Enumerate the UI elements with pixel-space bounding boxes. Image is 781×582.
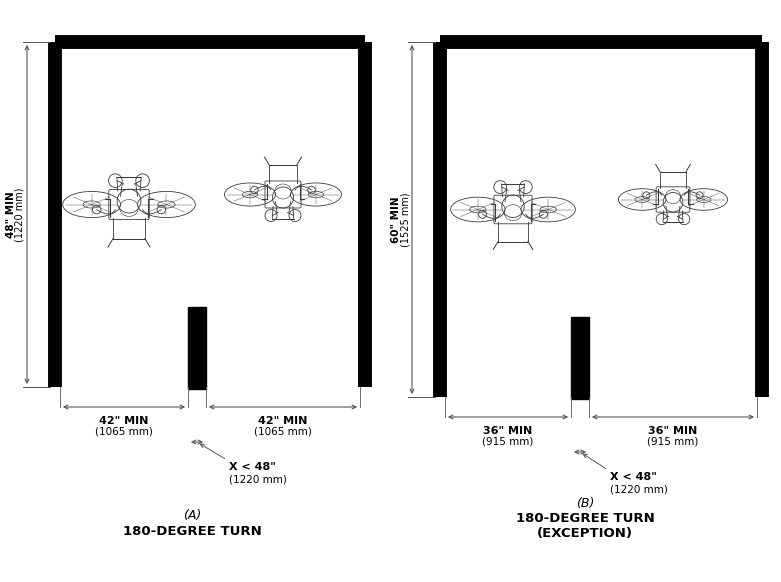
Text: 42" MIN: 42" MIN [259, 416, 308, 426]
Text: X < 48": X < 48" [610, 472, 657, 482]
Text: (1065 mm): (1065 mm) [95, 427, 153, 437]
Text: (1220 mm): (1220 mm) [610, 484, 668, 494]
Text: (915 mm): (915 mm) [647, 437, 699, 447]
Bar [188, 307, 206, 389]
Text: 180-DEGREE TURN: 180-DEGREE TURN [123, 525, 262, 538]
Text: (1525 mm): (1525 mm) [400, 192, 410, 247]
Text: 60" MIN: 60" MIN [391, 196, 401, 243]
Text: 36" MIN: 36" MIN [648, 426, 697, 436]
Bar [571, 317, 589, 399]
Text: 36" MIN: 36" MIN [483, 426, 533, 436]
Text: (915 mm): (915 mm) [483, 437, 533, 447]
Text: (A): (A) [183, 509, 201, 522]
Text: (1065 mm): (1065 mm) [254, 427, 312, 437]
Text: 48" MIN: 48" MIN [6, 191, 16, 238]
Text: (B): (B) [576, 497, 594, 510]
Text: (1220 mm): (1220 mm) [229, 474, 287, 484]
Text: 180-DEGREE TURN: 180-DEGREE TURN [515, 512, 654, 525]
Text: 42" MIN: 42" MIN [99, 416, 148, 426]
Text: X < 48": X < 48" [229, 462, 276, 472]
Text: (EXCEPTION): (EXCEPTION) [537, 527, 633, 540]
Text: (1220 mm): (1220 mm) [15, 187, 25, 242]
